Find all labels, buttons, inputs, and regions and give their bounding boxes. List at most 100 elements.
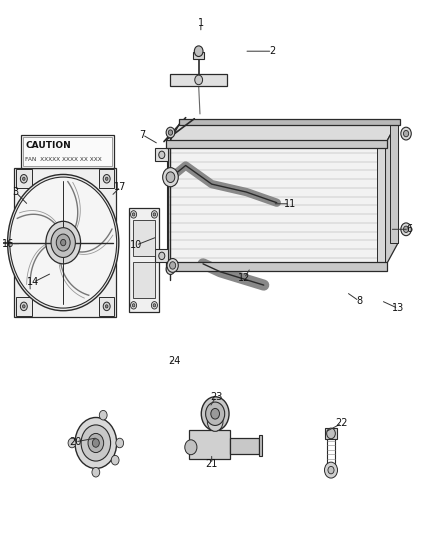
Circle shape: [103, 174, 110, 183]
Text: 1: 1: [198, 18, 204, 28]
Circle shape: [60, 239, 66, 246]
Circle shape: [132, 304, 135, 307]
FancyBboxPatch shape: [378, 144, 385, 266]
Polygon shape: [168, 144, 385, 266]
Circle shape: [81, 425, 110, 461]
Polygon shape: [168, 120, 398, 144]
Circle shape: [166, 264, 175, 274]
Circle shape: [167, 259, 178, 272]
Circle shape: [168, 130, 173, 135]
Circle shape: [211, 408, 219, 419]
FancyBboxPatch shape: [14, 168, 116, 317]
Circle shape: [195, 75, 203, 85]
Circle shape: [56, 234, 70, 251]
FancyBboxPatch shape: [179, 119, 400, 125]
Text: CAUTION: CAUTION: [25, 141, 71, 150]
FancyBboxPatch shape: [166, 140, 387, 149]
Text: 8: 8: [356, 296, 362, 306]
Circle shape: [401, 127, 411, 140]
Circle shape: [207, 412, 223, 431]
Circle shape: [22, 177, 25, 180]
Text: 17: 17: [114, 182, 127, 192]
Circle shape: [103, 302, 110, 311]
Text: 12: 12: [238, 273, 251, 283]
Circle shape: [92, 439, 99, 447]
Text: 11: 11: [284, 199, 296, 209]
FancyBboxPatch shape: [99, 297, 114, 316]
Circle shape: [10, 177, 117, 308]
Circle shape: [99, 410, 107, 420]
FancyBboxPatch shape: [133, 220, 155, 256]
Circle shape: [153, 213, 156, 216]
FancyBboxPatch shape: [155, 149, 168, 161]
FancyBboxPatch shape: [16, 297, 32, 316]
FancyBboxPatch shape: [170, 74, 227, 86]
Text: 21: 21: [205, 459, 218, 469]
Circle shape: [22, 305, 25, 308]
FancyBboxPatch shape: [0, 233, 1, 252]
Circle shape: [152, 302, 157, 309]
Circle shape: [51, 228, 75, 257]
FancyBboxPatch shape: [166, 262, 387, 271]
FancyBboxPatch shape: [325, 428, 337, 439]
Circle shape: [401, 223, 411, 236]
Circle shape: [328, 466, 334, 474]
Circle shape: [92, 467, 100, 477]
Circle shape: [194, 46, 203, 56]
Text: FAN  XXXXX XXXX XX XXX: FAN XXXXX XXXX XX XXX: [25, 157, 102, 162]
Text: 2: 2: [269, 46, 276, 56]
Circle shape: [403, 226, 409, 232]
FancyBboxPatch shape: [155, 249, 168, 262]
Circle shape: [327, 428, 336, 439]
Circle shape: [116, 438, 124, 448]
Text: 20: 20: [69, 437, 81, 447]
Text: 16: 16: [2, 239, 14, 248]
Circle shape: [111, 455, 119, 465]
Text: 6: 6: [406, 224, 412, 235]
FancyBboxPatch shape: [258, 435, 262, 456]
Circle shape: [20, 174, 27, 183]
Circle shape: [106, 305, 108, 308]
Circle shape: [75, 417, 117, 469]
Circle shape: [170, 262, 176, 269]
Text: 7: 7: [139, 130, 145, 140]
FancyBboxPatch shape: [21, 135, 114, 168]
Text: 14: 14: [27, 278, 39, 287]
Circle shape: [159, 151, 165, 159]
Circle shape: [131, 302, 137, 309]
Circle shape: [68, 438, 76, 448]
FancyBboxPatch shape: [16, 169, 32, 188]
Circle shape: [106, 177, 108, 180]
Circle shape: [403, 131, 409, 137]
Circle shape: [325, 462, 338, 478]
Circle shape: [131, 211, 137, 218]
Circle shape: [159, 252, 165, 260]
Circle shape: [88, 433, 104, 453]
Circle shape: [20, 302, 27, 311]
Circle shape: [7, 174, 119, 311]
FancyBboxPatch shape: [189, 430, 230, 459]
Text: 24: 24: [169, 356, 181, 366]
FancyBboxPatch shape: [193, 52, 204, 59]
Text: 22: 22: [336, 418, 348, 429]
Text: 3: 3: [13, 187, 19, 197]
Circle shape: [46, 221, 81, 264]
Circle shape: [185, 440, 197, 455]
Circle shape: [205, 402, 225, 425]
FancyBboxPatch shape: [129, 208, 159, 312]
Circle shape: [152, 211, 157, 218]
FancyBboxPatch shape: [390, 120, 398, 243]
Polygon shape: [385, 120, 398, 266]
Circle shape: [132, 213, 135, 216]
Text: 10: 10: [130, 240, 142, 250]
FancyBboxPatch shape: [99, 169, 114, 188]
Text: 13: 13: [392, 303, 404, 313]
Circle shape: [201, 397, 229, 431]
Circle shape: [166, 127, 175, 138]
FancyBboxPatch shape: [230, 438, 259, 454]
Circle shape: [166, 172, 175, 182]
Text: 23: 23: [210, 392, 222, 402]
Circle shape: [162, 167, 178, 187]
Circle shape: [153, 304, 156, 307]
FancyBboxPatch shape: [133, 262, 155, 298]
